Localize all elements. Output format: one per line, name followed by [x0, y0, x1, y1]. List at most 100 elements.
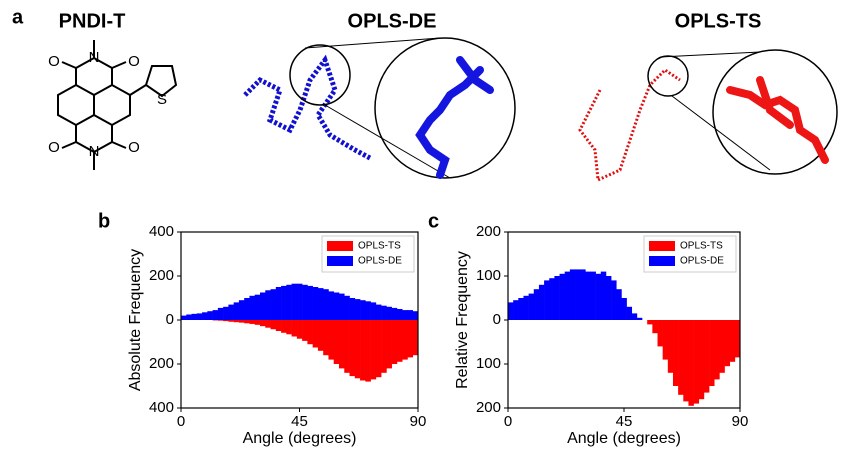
bar [396, 309, 403, 320]
bar [585, 271, 591, 320]
bar [714, 320, 720, 380]
bar [407, 310, 414, 320]
bar [734, 320, 741, 358]
bar [233, 302, 240, 320]
bar [508, 302, 514, 320]
bar [281, 285, 287, 320]
y-tick-label: 100 [476, 355, 501, 372]
bar [354, 299, 361, 320]
bar [559, 273, 566, 320]
bar [238, 320, 245, 323]
bar [611, 280, 617, 320]
bar [286, 320, 292, 335]
x-tick-label: 0 [504, 413, 512, 430]
bar [217, 307, 224, 320]
model-title: OPLS-DE [348, 10, 437, 32]
x-axis-label: Angle (degrees) [243, 430, 357, 447]
bar [595, 273, 602, 320]
bar [281, 320, 287, 333]
bar [181, 315, 187, 320]
bar [223, 306, 229, 320]
y-tick-label: 400 [149, 399, 174, 416]
polymer-image [578, 49, 838, 183]
bar [249, 320, 256, 324]
bar [354, 320, 361, 379]
bar [349, 320, 356, 377]
bar [564, 271, 571, 320]
atom-label: O [128, 53, 140, 70]
bar [333, 292, 340, 320]
y-axis-label: Absolute Frequency [127, 249, 144, 391]
bar [528, 293, 535, 320]
bar [244, 298, 250, 320]
bar [249, 295, 256, 320]
bar [544, 280, 550, 320]
bar [605, 276, 612, 320]
atom-label: N [89, 49, 100, 66]
bar [260, 320, 266, 327]
bar [270, 320, 277, 330]
bar [657, 320, 663, 347]
bar [349, 298, 356, 320]
bar [254, 294, 261, 320]
bar [667, 320, 674, 373]
bar [312, 287, 319, 320]
bar [365, 320, 371, 382]
bar [333, 320, 340, 364]
bar [412, 311, 419, 320]
panel-label: c [428, 210, 439, 232]
bar [217, 320, 224, 321]
model-title: OPLS-TS [675, 10, 762, 32]
bar [698, 320, 705, 400]
x-tick-label: 90 [410, 413, 427, 430]
bar [286, 284, 292, 320]
bar [621, 298, 627, 320]
bar [302, 320, 308, 341]
legend-label: OPLS-TS [358, 241, 401, 252]
bar [344, 295, 350, 320]
panel-label: b [98, 210, 110, 232]
y-tick-label: 0 [493, 311, 501, 328]
bar [212, 310, 219, 320]
y-axis-label: Relative Frequency [454, 251, 471, 389]
bar [270, 289, 277, 320]
atom-label: O [128, 139, 140, 156]
bar [381, 305, 387, 320]
bar [518, 298, 524, 320]
bar [370, 320, 377, 380]
bar [719, 320, 725, 373]
molecule-title: PNDI-T [59, 10, 126, 32]
bar [228, 320, 234, 322]
bar [186, 314, 192, 320]
bar [265, 320, 271, 328]
bar [729, 320, 736, 362]
bar [254, 320, 261, 325]
bar [662, 320, 669, 360]
x-tick-label: 90 [732, 413, 749, 430]
x-tick-label: 0 [177, 413, 185, 430]
bar [275, 287, 282, 320]
legend-swatch [327, 241, 353, 251]
bar [402, 320, 408, 360]
bar [223, 320, 229, 322]
bar [323, 289, 329, 320]
bar [381, 320, 387, 373]
bar [533, 289, 540, 320]
bar [523, 295, 529, 320]
panel-label: a [12, 6, 24, 28]
bar [296, 320, 303, 339]
bar [386, 306, 392, 320]
bar [328, 320, 335, 360]
bar [678, 320, 684, 395]
bar [407, 320, 414, 358]
y-tick-label: 200 [476, 399, 501, 416]
bar [724, 320, 730, 367]
bar [513, 300, 519, 320]
bar [652, 320, 658, 334]
bar [569, 269, 576, 320]
bar [600, 271, 607, 320]
bar [233, 320, 240, 323]
legend-label: OPLS-TS [680, 241, 723, 252]
y-tick-label: 200 [149, 267, 174, 284]
bar [391, 307, 398, 320]
